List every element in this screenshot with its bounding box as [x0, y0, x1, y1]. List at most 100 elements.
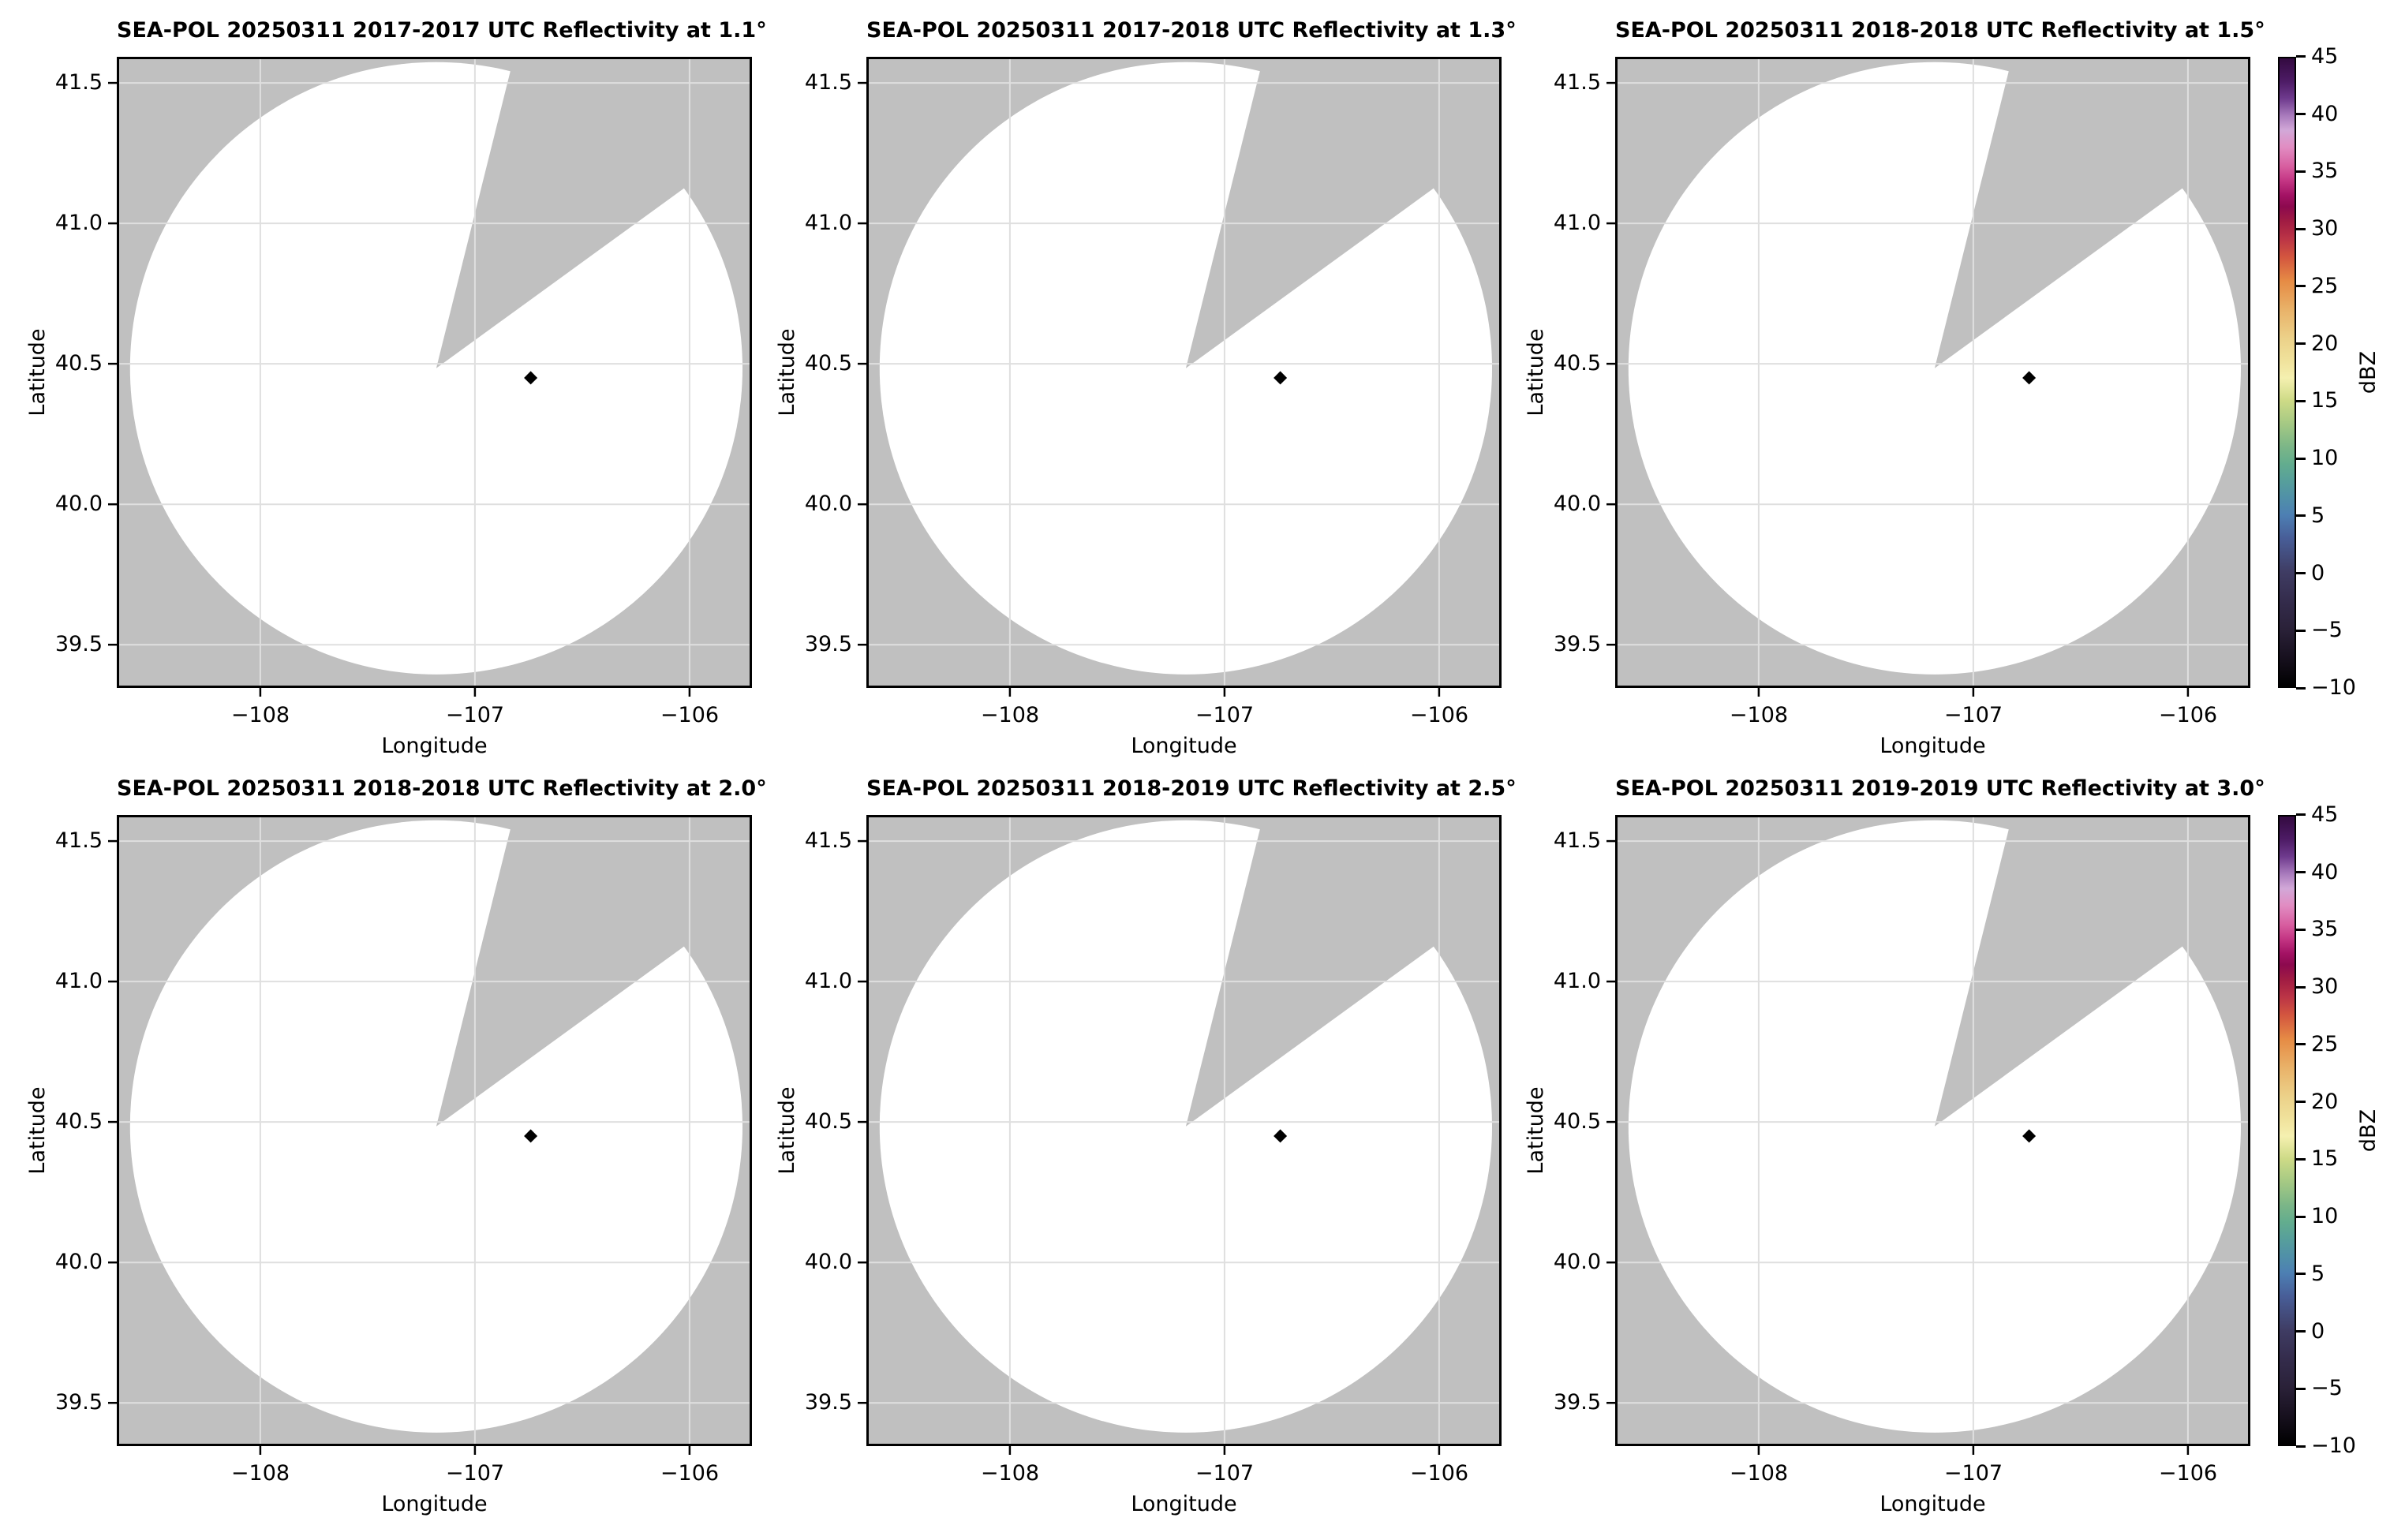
x-tick-label: −108 [230, 1461, 290, 1486]
plot-border [117, 815, 752, 1446]
colorbar-tick-mark [2296, 170, 2306, 173]
colorbar-gradient [2278, 57, 2296, 688]
colorbar-tick-label: 15 [2311, 1146, 2339, 1171]
radar-panel: SEA-POL 20250311 2018-2019 UTC Reflectiv… [775, 776, 1517, 1516]
site-marker-diamond [524, 1129, 538, 1143]
y-tick-label: 40.0 [1553, 492, 1601, 516]
y-tick-label: 40.5 [1553, 351, 1601, 376]
panel-title: SEA-POL 20250311 2018-2018 UTC Reflectiv… [117, 776, 767, 801]
colorbar-tick-mark [2296, 514, 2306, 517]
colorbar-tick-label: 15 [2311, 388, 2339, 413]
colorbar-tick-label: 45 [2311, 44, 2339, 69]
colorbar-tick-mark [2296, 871, 2306, 873]
x-tick-label: −107 [1195, 1461, 1255, 1486]
y-tick-label: 41.0 [804, 969, 852, 993]
colorbar-tick-mark [2296, 1158, 2306, 1161]
blocked-sector-wedge [1934, 57, 2250, 368]
y-tick-label: 41.0 [804, 211, 852, 235]
radar-panel: SEA-POL 20250311 2017-2017 UTC Reflectiv… [25, 18, 767, 758]
site-marker-diamond [1274, 371, 1288, 385]
y-tick-label: 39.5 [54, 632, 103, 656]
x-axis-label: Longitude [1879, 1492, 1986, 1516]
colorbar-tick-label: 35 [2311, 917, 2339, 941]
y-tick-label: 40.5 [1553, 1109, 1601, 1134]
colorbar-tick-mark [2296, 342, 2306, 345]
x-tick-label: −107 [1195, 703, 1255, 727]
x-axis-label: Longitude [1879, 734, 1986, 758]
colorbar-tick-label: 40 [2311, 102, 2339, 126]
y-tick-label: 40.0 [804, 492, 852, 516]
x-axis-label: Longitude [1131, 734, 1237, 758]
panel-title: SEA-POL 20250311 2019-2019 UTC Reflectiv… [1615, 776, 2265, 801]
y-tick-label: 41.5 [1553, 828, 1601, 853]
colorbar-tick-label: 25 [2311, 274, 2339, 298]
y-tick-label: 40.5 [804, 351, 852, 376]
x-axis-label: Longitude [381, 734, 488, 758]
plot-border [1615, 815, 2250, 1446]
y-tick-label: 39.5 [804, 1390, 852, 1415]
y-tick-label: 40.0 [54, 1250, 103, 1274]
plot-border [866, 815, 1502, 1446]
x-tick-label: −106 [2158, 1461, 2218, 1486]
colorbar-tick-label: 10 [2311, 1204, 2339, 1228]
colorbar-tick-label: 20 [2311, 331, 2339, 356]
y-tick-label: 39.5 [1553, 1390, 1601, 1415]
x-tick-label: −108 [230, 703, 290, 727]
colorbar-tick-mark [2296, 1043, 2306, 1045]
y-tick-label: 41.5 [1553, 70, 1601, 95]
colorbar-tick-mark [2296, 1445, 2306, 1448]
reflectivity-plot [108, 815, 752, 1455]
radar-panel: SEA-POL 20250311 2018-2018 UTC Reflectiv… [25, 776, 767, 1516]
y-tick-label: 40.5 [54, 1109, 103, 1134]
panel-title: SEA-POL 20250311 2018-2019 UTC Reflectiv… [866, 776, 1517, 801]
x-tick-label: −108 [980, 703, 1040, 727]
x-tick-label: −106 [660, 1461, 720, 1486]
colorbar-tick-mark [2296, 929, 2306, 931]
site-marker-diamond [524, 371, 538, 385]
x-tick-label: −107 [445, 1461, 505, 1486]
y-tick-label: 39.5 [1553, 632, 1601, 656]
colorbar-tick-mark [2296, 228, 2306, 230]
x-tick-label: −106 [660, 703, 720, 727]
x-axis-label: Longitude [1131, 1492, 1237, 1516]
colorbar-tick-label: −10 [2311, 1433, 2356, 1458]
y-tick-label: 41.5 [54, 828, 103, 853]
y-tick-label: 41.0 [1553, 969, 1601, 993]
colorbar-tick-mark [2296, 1388, 2306, 1390]
x-tick-label: −106 [1409, 1461, 1469, 1486]
colorbar-tick-mark [2296, 813, 2306, 816]
x-tick-label: −107 [445, 703, 505, 727]
reflectivity-plot [1606, 57, 2250, 697]
colorbar-tick-mark [2296, 113, 2306, 115]
blocked-sector-wedge [1185, 57, 1502, 368]
colorbar-tick-mark [2296, 1101, 2306, 1103]
blocked-sector-wedge [1185, 815, 1502, 1127]
colorbar-tick-label: 35 [2311, 159, 2339, 183]
site-marker-diamond [2022, 371, 2037, 385]
colorbar-tick-label: 0 [2311, 1319, 2325, 1344]
colorbar-tick-mark [2296, 1273, 2306, 1275]
y-tick-label: 41.5 [54, 70, 103, 95]
colorbar-tick-label: 45 [2311, 802, 2339, 827]
colorbar-tick-mark [2296, 1216, 2306, 1218]
colorbar-tick-label: −10 [2311, 675, 2356, 700]
colorbar-tick-label: 30 [2311, 974, 2339, 999]
colorbar-tick-label: 30 [2311, 216, 2339, 241]
blocked-sector-wedge [436, 815, 752, 1127]
colorbar-tick-label: 20 [2311, 1090, 2339, 1114]
x-tick-label: −108 [1729, 1461, 1789, 1486]
reflectivity-plot [858, 815, 1502, 1455]
reflectivity-plot [858, 57, 1502, 697]
x-axis-label: Longitude [381, 1492, 488, 1516]
radar-panel: SEA-POL 20250311 2018-2018 UTC Reflectiv… [1524, 18, 2265, 758]
x-tick-label: −108 [1729, 703, 1789, 727]
blocked-sector-wedge [1934, 815, 2250, 1127]
colorbar-tick-label: 25 [2311, 1032, 2339, 1056]
reflectivity-plot [1606, 815, 2250, 1455]
y-tick-label: 40.0 [1553, 1250, 1601, 1274]
colorbar-tick-mark [2296, 986, 2306, 989]
panel-title: SEA-POL 20250311 2017-2017 UTC Reflectiv… [117, 18, 767, 43]
colorbar-tick-label: 10 [2311, 446, 2339, 470]
colorbar-tick-mark [2296, 458, 2306, 460]
plot-border [1615, 57, 2250, 688]
